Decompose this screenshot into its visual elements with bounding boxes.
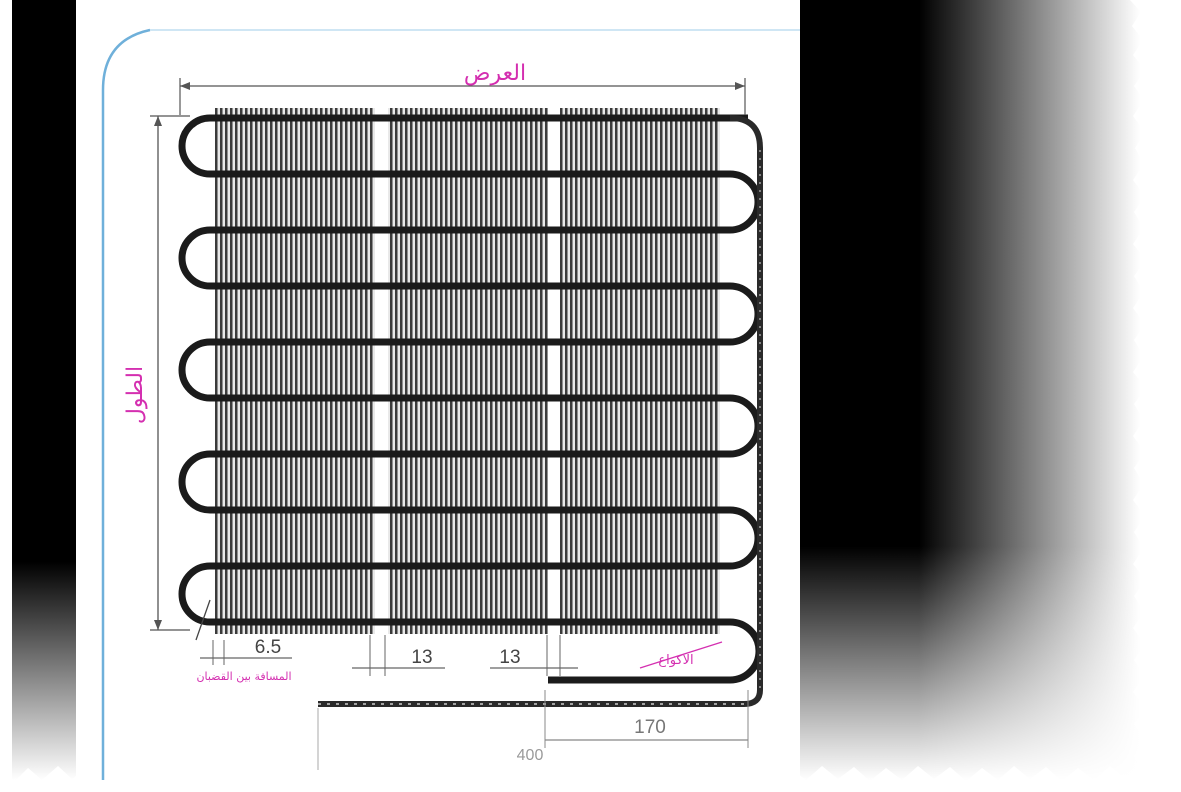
- fin-block-middle: [388, 108, 548, 634]
- segment-2-dimension: [490, 635, 578, 676]
- width-dimension: [179, 78, 746, 115]
- right-dark-region: [800, 0, 1140, 780]
- width-label: العرض: [464, 61, 526, 86]
- segment-1-value: 13: [411, 647, 432, 668]
- fin-blocks: [215, 108, 720, 634]
- segment-2-value: 13: [499, 647, 520, 668]
- outlet-length-value: 170: [634, 717, 666, 738]
- rod-gap-value: 6.5: [255, 637, 281, 658]
- serpentine-tube: [178, 114, 763, 684]
- length-label: الطول: [123, 366, 148, 424]
- fin-block-left: [215, 108, 375, 634]
- segment-1-dimension: [352, 635, 445, 676]
- rod-gap-dimension: [195, 599, 292, 665]
- left-dark-margin: [12, 0, 76, 780]
- return-tube: [318, 115, 763, 707]
- bends-leader: [639, 641, 723, 669]
- torn-edge-right: [1130, 0, 1181, 770]
- frame-accent-curve: [101, 28, 151, 780]
- fin-block-right: [560, 108, 720, 634]
- bends-label: الاكواع: [658, 653, 693, 668]
- total-length-value: 400: [517, 747, 544, 764]
- outlet-dimension: [544, 690, 749, 748]
- rod-spacing-label: المسافة بين القضبان: [196, 670, 291, 683]
- torn-edge-bottom: [0, 766, 1181, 792]
- length-dimension: [150, 115, 190, 631]
